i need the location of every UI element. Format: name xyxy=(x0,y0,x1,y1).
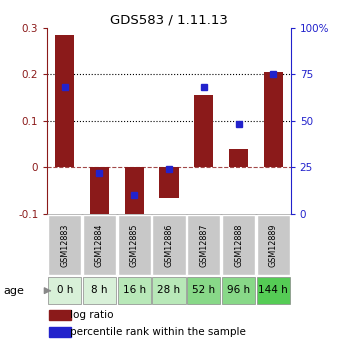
Text: GSM12885: GSM12885 xyxy=(130,223,139,267)
Text: log ratio: log ratio xyxy=(70,310,114,320)
Text: GSM12887: GSM12887 xyxy=(199,223,208,267)
Text: 144 h: 144 h xyxy=(259,285,288,295)
Text: 16 h: 16 h xyxy=(123,285,146,295)
Text: GSM12883: GSM12883 xyxy=(60,223,69,267)
Bar xyxy=(90,167,109,221)
Text: GSM12888: GSM12888 xyxy=(234,223,243,267)
Text: percentile rank within the sample: percentile rank within the sample xyxy=(70,327,246,337)
Bar xyxy=(152,277,186,304)
Text: GSM12884: GSM12884 xyxy=(95,223,104,267)
Text: 8 h: 8 h xyxy=(91,285,108,295)
Bar xyxy=(257,277,290,304)
Bar xyxy=(187,215,220,275)
Bar xyxy=(125,167,144,221)
Bar xyxy=(229,149,248,167)
Bar xyxy=(222,277,255,304)
Bar xyxy=(118,215,151,275)
Bar xyxy=(118,277,151,304)
Bar xyxy=(152,215,186,275)
Bar xyxy=(55,34,74,167)
Bar xyxy=(83,277,116,304)
Bar xyxy=(49,310,71,320)
Bar xyxy=(48,277,81,304)
Bar xyxy=(160,167,178,198)
Text: 0 h: 0 h xyxy=(56,285,73,295)
Bar xyxy=(83,215,116,275)
Title: GDS583 / 1.11.13: GDS583 / 1.11.13 xyxy=(110,13,228,27)
Text: age: age xyxy=(3,286,24,296)
Text: 96 h: 96 h xyxy=(227,285,250,295)
Bar xyxy=(48,215,81,275)
Bar xyxy=(222,215,255,275)
Bar xyxy=(49,327,71,337)
Text: GSM12889: GSM12889 xyxy=(269,223,278,267)
Bar xyxy=(187,277,220,304)
Bar xyxy=(264,72,283,167)
Text: GSM12886: GSM12886 xyxy=(165,223,173,267)
Text: 28 h: 28 h xyxy=(158,285,180,295)
Bar xyxy=(257,215,290,275)
Text: 52 h: 52 h xyxy=(192,285,215,295)
Bar xyxy=(194,95,213,167)
